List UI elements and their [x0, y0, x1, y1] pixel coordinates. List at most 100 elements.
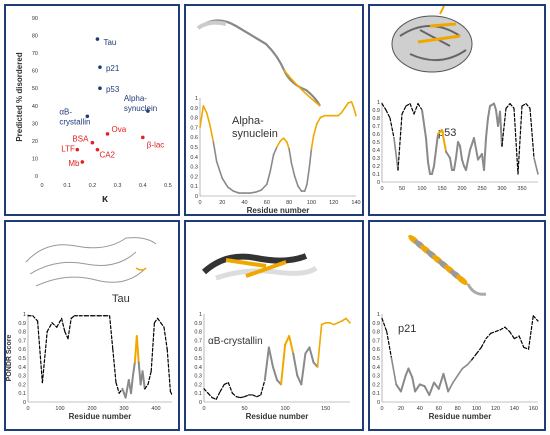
point-label: β-lac	[147, 140, 165, 149]
y-tick-label: 0.4	[18, 365, 26, 371]
y-tick-label: 0.1	[190, 184, 198, 190]
pondr-line-segment	[521, 102, 527, 107]
y-tick-label: 0.3	[372, 156, 380, 162]
x-tick-label: 50	[399, 186, 405, 192]
pondr-line-segment	[487, 105, 491, 119]
pondr-line-segment	[427, 161, 431, 175]
pondr-line-segment	[249, 191, 257, 194]
protein-structure-p53	[391, 6, 473, 73]
pondr-line-segment	[480, 338, 487, 349]
pondr-line-segment	[393, 137, 399, 171]
pondr-line-segment	[425, 137, 429, 163]
x-tick-label: 0.4	[139, 183, 147, 189]
pondr-line-segment	[260, 379, 266, 396]
x-tick-label: 0.3	[114, 183, 122, 189]
scatter-point	[90, 140, 95, 145]
scatter-point	[95, 147, 100, 152]
protein-helix	[196, 20, 227, 30]
pondr-line-segment	[494, 329, 501, 333]
scatter-point	[98, 86, 102, 91]
pondr-line-segment	[459, 145, 463, 161]
x-tick-label: 0.2	[89, 183, 97, 189]
protein-coil	[25, 237, 157, 287]
y-tick-label: 0.6	[372, 132, 380, 138]
pondr-line-segment	[227, 186, 235, 192]
pondr-line-segment	[202, 105, 208, 114]
pondr-line-segment	[280, 343, 287, 386]
pondr-line-segment	[232, 190, 240, 194]
pondr-line-segment	[445, 150, 451, 159]
scatter-point	[105, 132, 110, 136]
pondr-line-segment	[407, 367, 414, 379]
y-tick-label: 0	[377, 400, 380, 406]
protein-ordered-strands	[417, 22, 461, 44]
pondr-line-segment	[517, 105, 523, 175]
pondr-line-segment	[437, 372, 445, 390]
pondr-line-segment	[413, 102, 419, 115]
pondr-line-segment	[461, 158, 465, 167]
protein-structure-p21	[408, 234, 487, 296]
panel-alpha-synuclein: 0 0.1 0.2 0.3 0.4 0.5 0.6 0.7 0.8 0.9 1 0 20 40 60 80 10…	[184, 4, 364, 216]
pondr-line-segment	[433, 133, 439, 167]
pondr-line-segment	[115, 382, 120, 394]
x-tick-label: 80	[455, 406, 461, 412]
pondr-line-segment	[70, 315, 76, 320]
pondr-line-segment	[433, 381, 440, 390]
pondr-line-segment	[243, 394, 250, 398]
chart-title: αB-crystallin	[208, 336, 263, 347]
pondr-line-segment	[490, 330, 497, 334]
pondr-line-segment	[456, 367, 464, 377]
y-tick-label: 0.3	[194, 374, 202, 380]
x-tick-label: 150	[437, 186, 446, 192]
y-tick-label: 30	[32, 121, 38, 127]
x-tick-label: 300	[119, 406, 128, 412]
pondr-line-segment	[414, 383, 421, 393]
y-tick-label: 0.1	[194, 391, 202, 397]
pondr-line-segment	[306, 167, 310, 186]
pondr-line-segment	[513, 107, 519, 175]
pondr-line-segment	[150, 322, 155, 372]
panel-scatter: 0 10 20 30 40 50 60 70 80 90 0 0.1 0.2 0.3 0.4 0.5 κ Pred…	[4, 4, 180, 216]
panel-ab-crystallin: 0 0.1 0.2 0.3 0.4 0.5 0.6 0.7 0.8 0.9 1 0 50 100 150 Re…	[184, 220, 364, 431]
scatter-point	[146, 109, 150, 113]
p21-svg: 0 0.1 0.2 0.3 0.4 0.5 0.6 0.7 0.8 0.9 1 0 20 40 60 80 10…	[372, 234, 539, 421]
pondr-line-segment	[131, 361, 136, 377]
pondr-line-segment	[64, 330, 69, 340]
y-tick-label: 0.2	[18, 382, 26, 388]
scatter-point	[85, 114, 90, 119]
y-tick-label: 0.2	[372, 164, 380, 170]
pondr-line-segment	[431, 165, 435, 175]
x-tick-label: 60	[436, 406, 442, 412]
x-tick-label: 0	[40, 183, 43, 189]
x-tick-label: 40	[417, 406, 423, 412]
pondr-line-segment	[67, 317, 72, 340]
x-axis-label: Residue number	[429, 412, 492, 421]
x-tick-label: 140	[351, 200, 360, 206]
y-tick-label: 0.9	[372, 108, 380, 114]
point-label: LTF	[61, 145, 75, 154]
x-tick-label: 140	[510, 406, 519, 412]
y-axis-label: Predicted % disordered	[15, 52, 24, 141]
y-tick-label: 0.5	[372, 356, 380, 362]
pondr-line-segment	[288, 335, 295, 355]
pondr-line-segment	[527, 315, 534, 350]
pondr-line-segment	[493, 102, 497, 111]
pondr-line-segment	[60, 317, 66, 333]
x-tick-label: 100	[307, 200, 316, 206]
x-tick-label: 100	[55, 406, 64, 412]
pondr-line-segment	[46, 322, 53, 333]
alpha-synuclein-svg: 0 0.1 0.2 0.3 0.4 0.5 0.6 0.7 0.8 0.9 1 0 20 40 60 80 10…	[190, 19, 361, 214]
point-label: p21	[106, 64, 120, 73]
pondr-line-segment	[163, 326, 168, 350]
tau-svg: 0 0.1 0.2 0.3 0.4 0.5 0.6 0.7 0.8 0.9 1 0 100 200 300 4…	[6, 237, 173, 421]
pondr-line-segment	[169, 390, 173, 396]
pondr-line-segment	[345, 317, 351, 324]
scatter-point	[75, 147, 80, 152]
pondr-line-segment	[211, 397, 217, 400]
pondr-line-segment	[518, 335, 525, 349]
pondr-line-segment	[310, 134, 315, 150]
pondr-line-segment	[417, 102, 423, 111]
pondr-line-segment	[227, 382, 233, 394]
pondr-line-segment	[221, 177, 229, 188]
y-tick-label: 0.9	[18, 321, 26, 327]
